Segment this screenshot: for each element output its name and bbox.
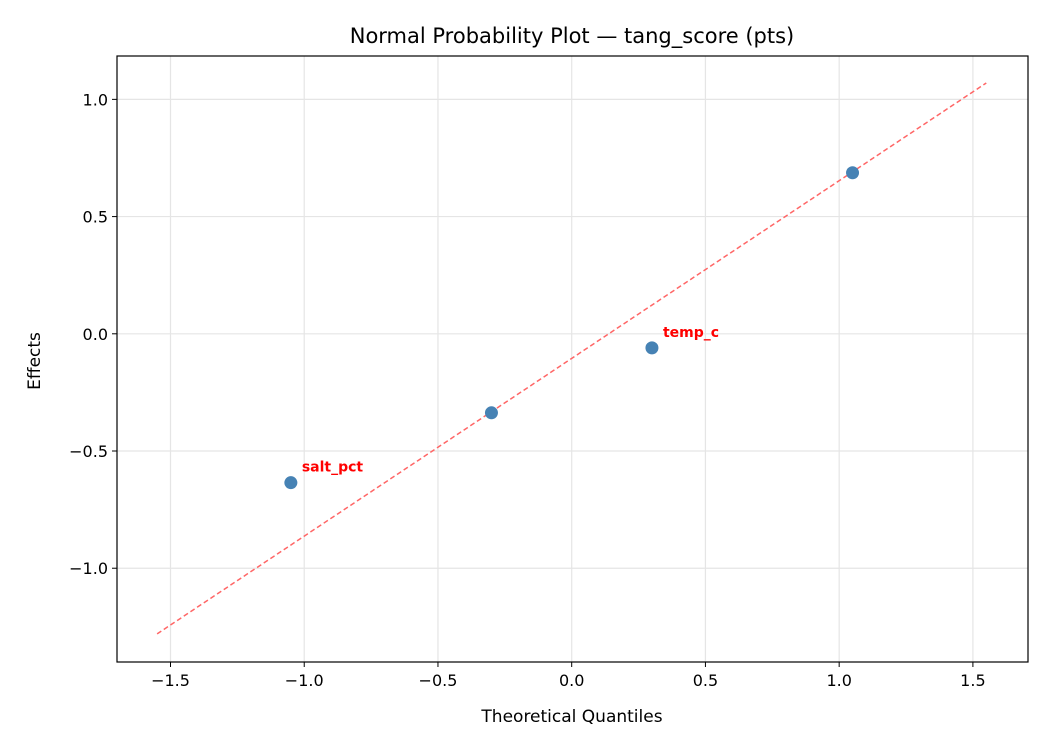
y-axis-ticks: −1.0 −0.5 0.0 0.5 1.0 xyxy=(69,90,117,578)
data-point xyxy=(284,476,298,490)
x-tick-label: 1.0 xyxy=(826,671,851,690)
x-tick-label: −1.5 xyxy=(151,671,190,690)
y-axis-label: Effects xyxy=(25,332,45,390)
point-label: salt_pct xyxy=(302,460,364,476)
reference-line xyxy=(156,82,987,635)
chart-title: Normal Probability Plot — tang_score (pt… xyxy=(350,24,795,49)
x-axis-label: Theoretical Quantiles xyxy=(480,707,662,727)
x-tick-label: 0.0 xyxy=(559,671,584,690)
x-tick-label: 0.5 xyxy=(693,671,718,690)
y-tick-label: 1.0 xyxy=(83,90,108,109)
x-tick-label: −0.5 xyxy=(419,671,458,690)
plot-frame xyxy=(116,55,1029,663)
grid xyxy=(117,56,1028,662)
y-tick-label: 0.5 xyxy=(83,208,108,227)
x-tick-label: −1.0 xyxy=(285,671,324,690)
x-axis-ticks: −1.5 −1.0 −0.5 0.0 0.5 1.0 1.5 xyxy=(151,662,986,690)
data-point xyxy=(484,406,498,420)
data-point xyxy=(846,166,860,180)
y-tick-label: −0.5 xyxy=(69,442,108,461)
y-tick-label: −1.0 xyxy=(69,559,108,578)
y-tick-label: 0.0 xyxy=(83,325,108,344)
data-points: salt_pct temp_c xyxy=(284,166,860,490)
x-tick-label: 1.5 xyxy=(960,671,985,690)
data-point xyxy=(645,341,659,355)
point-label: temp_c xyxy=(663,325,719,341)
